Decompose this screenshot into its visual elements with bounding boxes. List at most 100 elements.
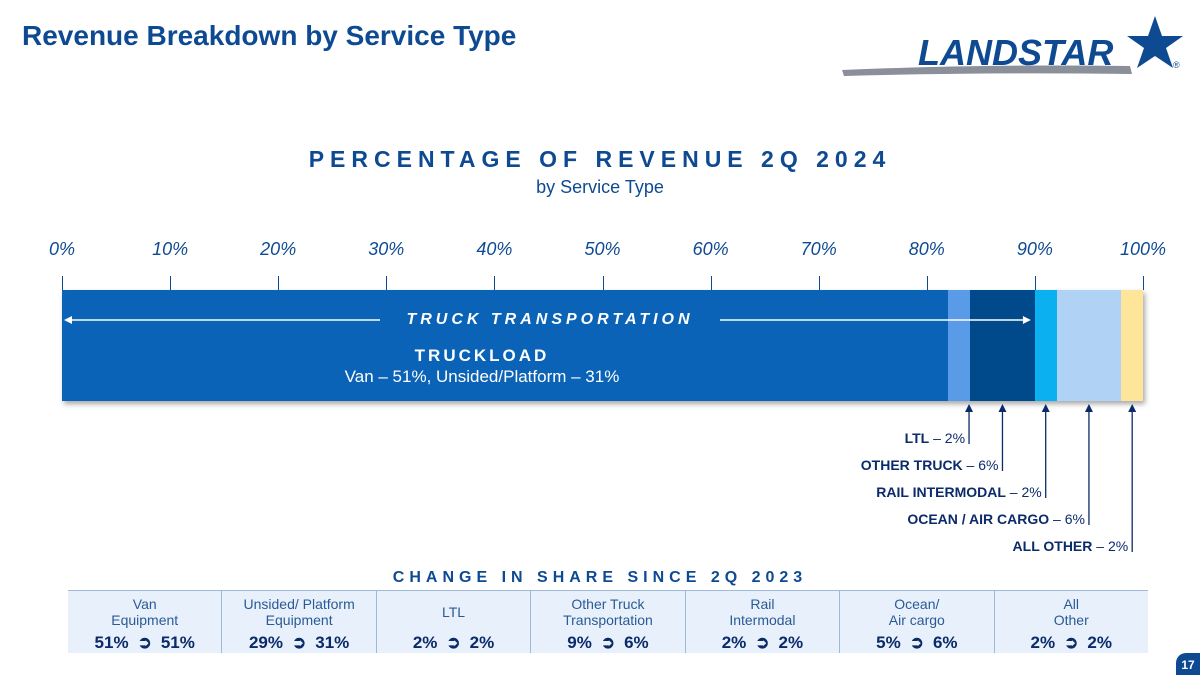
change-cell-label: Van Equipment	[68, 591, 221, 631]
change-cell-label: Rail Intermodal	[686, 591, 839, 631]
change-values: 2% ➲ 2%	[377, 633, 530, 653]
arrowhead-icon	[1084, 404, 1093, 412]
segment-rail-intermodal	[1034, 290, 1057, 401]
callout-name: ALL OTHER	[1012, 538, 1093, 554]
chart-title: PERCENTAGE OF REVENUE 2Q 2024	[308, 146, 892, 172]
tick-label: 40%	[476, 239, 513, 259]
arrow-icon: ➲	[909, 633, 924, 652]
tick-label: 20%	[260, 239, 297, 259]
to-value: 31%	[315, 633, 350, 652]
label-line2: Intermodal	[729, 612, 796, 628]
change-values: 29% ➲ 31%	[222, 633, 375, 653]
to-value: 51%	[160, 633, 195, 652]
change-cell: Rail Intermodal 2% ➲ 2%	[686, 591, 841, 653]
arrow-icon: ➲	[755, 633, 770, 652]
callout-name: RAIL INTERMODAL	[876, 484, 1006, 500]
logo-text: LANDSTAR	[918, 32, 1114, 73]
tick-mark	[818, 276, 820, 290]
callout-name: OTHER TRUCK	[860, 457, 963, 473]
change-section-title: CHANGE IN SHARE SINCE 2Q 2023	[392, 569, 808, 586]
callout-value: – 6%	[962, 457, 999, 473]
tick-mark	[278, 276, 280, 290]
callout-value: – 2%	[929, 430, 966, 446]
arrow-icon: ➲	[137, 633, 152, 652]
chart-subtitle: by Service Type	[536, 177, 664, 197]
tick-label: 50%	[584, 239, 621, 259]
from-value: 51%	[94, 633, 129, 652]
page-title: Revenue Breakdown by Service Type	[22, 20, 517, 51]
change-cell: LTL 2% ➲ 2%	[377, 591, 532, 653]
change-values: 2% ➲ 2%	[686, 633, 839, 653]
arrowhead-icon	[1041, 404, 1050, 412]
callout-ltl: LTL – 2%	[905, 430, 965, 446]
callout-value: – 2%	[1092, 538, 1129, 554]
label-line2: Equipment	[111, 612, 179, 628]
label-line2: Equipment	[265, 612, 333, 628]
arrow-icon: ➲	[446, 633, 461, 652]
tick-mark	[926, 276, 928, 290]
label-line1: LTL	[442, 604, 466, 620]
tick-mark	[494, 276, 496, 290]
tick-label: 10%	[152, 239, 189, 259]
landstar-logo: LANDSTAR ®	[840, 14, 1190, 80]
arrow-icon: ➲	[292, 633, 307, 652]
change-values: 51% ➲ 51%	[68, 633, 221, 653]
from-value: 5%	[876, 633, 901, 652]
callout-value: – 2%	[1005, 484, 1042, 500]
to-value: 2%	[1087, 633, 1112, 652]
change-cell-label: LTL	[377, 591, 530, 631]
label-line1: Rail	[750, 596, 775, 612]
label-line2: Air cargo	[888, 612, 945, 628]
label-line1: Ocean/	[894, 596, 940, 612]
from-value: 29%	[248, 633, 283, 652]
tick-mark	[710, 276, 712, 290]
truckload-sublabel: Van – 51%, Unsided/Platform – 31%	[344, 367, 620, 386]
change-cell: Unsided/ Platform Equipment 29% ➲ 31%	[222, 591, 377, 653]
tick-label: 100%	[1119, 239, 1167, 259]
callout-ocean-air-cargo: OCEAN / AIR CARGO – 6%	[907, 511, 1085, 527]
label-line1: Van	[132, 596, 157, 612]
change-table: Van Equipment 51% ➲ 51% Unsided/ Platform Equi…	[68, 590, 1148, 653]
tick-label: 70%	[800, 239, 837, 259]
arrowhead-icon	[1128, 404, 1137, 412]
callout-rail-intermodal: RAIL INTERMODAL – 2%	[876, 484, 1041, 500]
arrow-icon: ➲	[600, 633, 616, 652]
change-cell-label: Unsided/ Platform Equipment	[222, 591, 375, 631]
label-line1: All	[1063, 596, 1080, 612]
callout-other-truck: OTHER TRUCK – 6%	[861, 457, 999, 473]
to-value: 2%	[778, 633, 804, 652]
change-cell: Van Equipment 51% ➲ 51%	[68, 591, 223, 653]
callout-name: OCEAN / AIR CARGO	[907, 511, 1050, 527]
segment-truckload	[62, 290, 949, 401]
change-cell: Other Truck Transportation 9% ➲ 6%	[531, 591, 686, 653]
segment-ltl	[948, 290, 971, 401]
segment-all-other	[1121, 290, 1143, 401]
from-value: 2%	[1030, 633, 1056, 652]
segment-ocean-air-cargo	[1056, 290, 1122, 401]
to-value: 2%	[469, 633, 495, 652]
tick-mark	[62, 276, 63, 290]
truckload-label: TRUCKLOAD	[414, 346, 550, 365]
change-values: 9% ➲ 6%	[531, 633, 684, 653]
change-cell-label: Ocean/Air cargo	[840, 591, 993, 631]
tick-mark	[386, 276, 388, 290]
change-values: 5% ➲ 6%	[840, 633, 993, 653]
tick-mark	[1034, 276, 1036, 290]
from-value: 2%	[721, 633, 747, 652]
to-value: 6%	[624, 633, 649, 652]
page-number: 17	[1176, 653, 1200, 675]
tick-mark	[1143, 276, 1144, 290]
change-cell: Ocean/Air cargo 5% ➲ 6%	[840, 591, 995, 653]
star-icon	[1127, 16, 1183, 68]
change-cell-label: All Other	[995, 591, 1148, 631]
segment-other-truck	[970, 290, 1035, 401]
tick-mark	[602, 276, 604, 290]
from-value: 9%	[567, 633, 592, 652]
label-line1: Other Truck	[571, 596, 645, 612]
arrow-icon: ➲	[1064, 633, 1079, 652]
callout-lines	[965, 404, 1137, 552]
tick-label: 80%	[908, 239, 945, 259]
tick-label: 0%	[48, 239, 75, 259]
logo-swoosh-icon	[842, 16, 1183, 76]
arrowhead-icon	[998, 404, 1007, 412]
